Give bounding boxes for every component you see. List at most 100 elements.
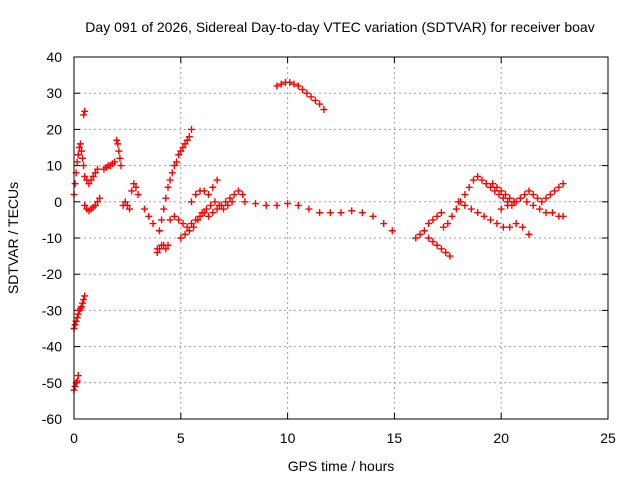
y-tick-label: -30 xyxy=(42,302,62,318)
data-point xyxy=(290,80,298,88)
data-point xyxy=(200,187,208,195)
data-point xyxy=(128,187,136,195)
data-point xyxy=(198,209,206,217)
data-point xyxy=(487,216,495,224)
data-point xyxy=(149,220,157,228)
data-point xyxy=(73,158,81,166)
data-point xyxy=(93,198,101,206)
data-point xyxy=(412,234,420,242)
data-point xyxy=(348,207,356,215)
data-point xyxy=(177,147,185,155)
data-point xyxy=(286,78,294,86)
data-point xyxy=(525,230,533,238)
data-point xyxy=(433,241,441,249)
data-point xyxy=(91,169,99,177)
data-point xyxy=(294,82,302,90)
data-point xyxy=(316,209,324,217)
data-point xyxy=(183,136,191,144)
y-tick-label: 0 xyxy=(54,194,62,210)
data-point xyxy=(303,89,311,97)
data-point xyxy=(224,201,232,209)
data-point xyxy=(519,223,527,231)
y-axis-ticks: 40 30 20 10 0 -10 -20 -30 -40 -50 -60 xyxy=(42,49,608,427)
data-point xyxy=(555,183,563,191)
data-point xyxy=(493,220,501,228)
data-point xyxy=(420,227,428,235)
data-point xyxy=(71,180,79,188)
data-point xyxy=(74,372,82,380)
data-point xyxy=(542,209,550,217)
data-point xyxy=(187,198,195,206)
data-point xyxy=(534,194,542,202)
data-point xyxy=(474,209,482,217)
data-point xyxy=(474,172,482,180)
data-point xyxy=(158,216,166,224)
data-point xyxy=(546,191,554,199)
data-point xyxy=(166,176,174,184)
data-point xyxy=(155,227,163,235)
data-point xyxy=(478,176,486,184)
data-point xyxy=(81,201,89,209)
data-point xyxy=(497,187,505,195)
data-point xyxy=(209,183,217,191)
data-point xyxy=(529,201,537,209)
data-point xyxy=(91,201,99,209)
y-tick-label: -20 xyxy=(42,266,62,282)
data-point xyxy=(429,216,437,224)
data-point xyxy=(337,209,345,217)
data-point xyxy=(166,216,174,224)
data-point xyxy=(81,292,89,300)
x-tick-label: 20 xyxy=(493,430,509,446)
data-point xyxy=(81,107,89,115)
data-point xyxy=(294,201,302,209)
data-point xyxy=(446,252,454,260)
data-point xyxy=(126,205,134,213)
chart-title: Day 091 of 2026, Sidereal Day-to-day VTE… xyxy=(85,19,594,35)
data-point xyxy=(192,191,200,199)
x-tick-label: 0 xyxy=(70,430,78,446)
data-point xyxy=(211,198,219,206)
data-point xyxy=(76,140,84,148)
data-point xyxy=(181,140,189,148)
data-point xyxy=(81,172,89,180)
data-point xyxy=(205,191,213,199)
data-point xyxy=(77,147,85,155)
x-tick-label: 10 xyxy=(280,430,296,446)
data-point xyxy=(80,111,88,119)
x-axis-label: GPS time / hours xyxy=(288,458,395,474)
data-point xyxy=(115,147,123,155)
data-point xyxy=(162,245,170,253)
data-point xyxy=(89,172,97,180)
data-point xyxy=(117,162,125,170)
data-point xyxy=(369,212,377,220)
data-point xyxy=(162,194,170,202)
data-point xyxy=(96,194,104,202)
y-tick-label: -40 xyxy=(42,339,62,355)
data-point xyxy=(452,205,460,213)
x-tick-label: 25 xyxy=(600,430,616,446)
data-point xyxy=(516,194,524,202)
data-point xyxy=(437,245,445,253)
data-point xyxy=(215,201,223,209)
data-point xyxy=(71,321,79,329)
data-point xyxy=(299,86,307,94)
x-tick-label: 15 xyxy=(387,430,403,446)
data-point xyxy=(252,200,260,208)
y-tick-label: 30 xyxy=(46,85,62,101)
data-point xyxy=(495,191,503,199)
data-point xyxy=(262,201,270,209)
data-point xyxy=(80,162,88,170)
data-point xyxy=(123,201,131,209)
data-point xyxy=(467,205,475,213)
data-point xyxy=(273,82,281,90)
data-point xyxy=(207,201,215,209)
data-point xyxy=(140,205,148,213)
data-point xyxy=(559,180,567,188)
data-point xyxy=(497,205,505,213)
data-point xyxy=(74,151,82,159)
data-point xyxy=(185,133,193,141)
data-point xyxy=(194,216,202,224)
data-point xyxy=(444,220,452,228)
data-point xyxy=(239,191,247,199)
